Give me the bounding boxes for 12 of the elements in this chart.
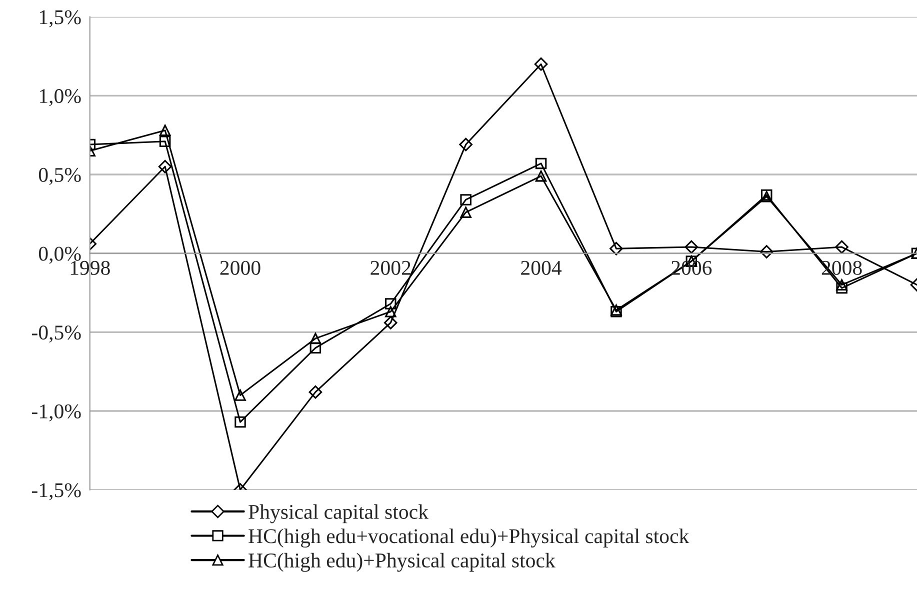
x-tick-label: 2002 — [370, 260, 410, 275]
y-tick-label: 0,5% — [38, 168, 81, 185]
y-tick-label: -1,0% — [32, 404, 81, 422]
legend-label: HC(high edu+vocational edu)+Physical capital stock — [248, 528, 690, 548]
x-tick-label: 2000 — [220, 260, 260, 275]
y-tick-label: -1,5% — [32, 483, 81, 500]
y-tick-label: -0,5% — [32, 326, 81, 343]
legend-label: HC(high edu)+Physical capital stock — [248, 552, 556, 572]
legend-label: Physical capital stock — [248, 504, 428, 524]
x-tick-label: 2004 — [521, 260, 562, 275]
y-tick-label: 1,0% — [40, 89, 81, 106]
y-tick-label: 1,5% — [40, 10, 81, 28]
